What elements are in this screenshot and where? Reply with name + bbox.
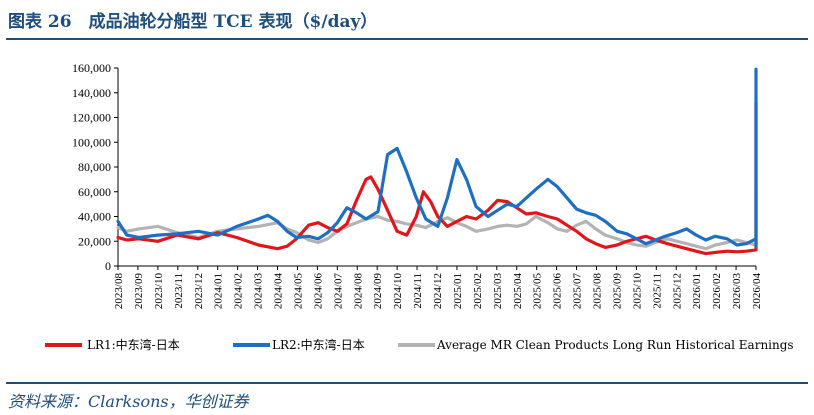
series-layer: [116, 67, 758, 256]
x-tick-label: 2024/12: [432, 273, 444, 309]
x-tick-label: 2026/03: [731, 273, 743, 310]
x-tick-label: 2025/03: [492, 273, 504, 310]
x-tick-label: 2024/10: [392, 273, 404, 310]
legend-label: LR2:中东湾-日本: [272, 337, 365, 352]
y-tick-label: 160,000: [72, 61, 111, 75]
x-tick-label: 2025/01: [452, 273, 464, 309]
x-tick-label: 2023/08: [113, 273, 125, 310]
y-axis: 0 20,000 40,000 60,000 80,000 100,000 120,000 1…: [72, 61, 119, 273]
x-tick-label: 2024/04: [273, 273, 285, 310]
x-tick-label: 2025/02: [472, 273, 484, 309]
x-tick-label: 2025/09: [611, 273, 623, 310]
x-tick-label: 2024/06: [312, 273, 324, 310]
x-axis: 2023/08 2023/09 2023/10 2023/11 2023/12 2024/…: [113, 265, 763, 310]
x-tick-label: 2026/02: [711, 273, 723, 309]
y-tick-label: 40,000: [78, 210, 111, 224]
series-line-1: [116, 67, 758, 248]
x-tick-label: 2023/12: [193, 273, 205, 309]
x-tick-label: 2025/12: [671, 273, 683, 309]
legend-item-2: Average MR Clean Products Long Run Histo…: [398, 338, 794, 352]
x-tick-label: 2025/07: [572, 273, 584, 310]
y-tick-label: 100,000: [72, 135, 111, 149]
x-tick-label: 2024/02: [233, 273, 245, 309]
x-tick-label: 2024/09: [372, 273, 384, 310]
x-tick-label: 2024/01: [213, 273, 225, 309]
x-tick-label: 2026/04: [751, 273, 763, 310]
y-tick-label: 60,000: [78, 185, 111, 199]
x-tick-label: 2026/01: [691, 273, 703, 309]
page-title: 图表 26 成品油轮分船型 TCE 表现（$/day）: [8, 12, 378, 32]
legend-item-1: LR2:中东湾-日本: [233, 337, 365, 352]
header: 图表 26 成品油轮分船型 TCE 表现（$/day）: [6, 4, 808, 34]
x-tick-label: 2024/07: [332, 273, 344, 310]
footer-rule: [6, 382, 808, 384]
header-rule: [6, 38, 808, 40]
x-tick-label: 2024/11: [412, 273, 424, 309]
x-tick-label: 2024/08: [352, 273, 364, 310]
x-tick-label: 2025/08: [592, 273, 604, 310]
x-tick-label: 2025/06: [552, 273, 564, 310]
x-tick-label: 2023/09: [133, 273, 145, 310]
legend-item-0: LR1:中东湾-日本: [45, 337, 180, 352]
tce-line-chart: 0 20,000 40,000 60,000 80,000 100,000 120,000 1…: [45, 61, 794, 352]
x-tick-label: 2023/11: [173, 273, 185, 309]
y-tick-label: 140,000: [72, 86, 111, 100]
y-tick-label: 120,000: [72, 111, 111, 125]
x-tick-label: 2024/03: [253, 273, 265, 310]
x-tick-label: 2025/11: [651, 273, 663, 309]
y-tick-label: 80,000: [78, 160, 111, 174]
x-tick-label: 2023/10: [153, 273, 165, 310]
x-tick-label: 2024/05: [292, 273, 304, 310]
x-tick-label: 2025/10: [631, 273, 643, 310]
legend-label: Average MR Clean Products Long Run Histo…: [436, 338, 794, 352]
source-note: 资料来源：Clarksons，华创证券: [8, 392, 249, 411]
legend: LR1:中东湾-日本 LR2:中东湾-日本 Average MR Clean Pro…: [45, 337, 794, 352]
y-tick-label: 0: [105, 259, 111, 273]
y-tick-label: 20,000: [78, 234, 111, 248]
x-tick-label: 2025/04: [512, 273, 524, 310]
legend-label: LR1:中东湾-日本: [87, 337, 180, 352]
x-tick-label: 2025/05: [532, 273, 544, 310]
